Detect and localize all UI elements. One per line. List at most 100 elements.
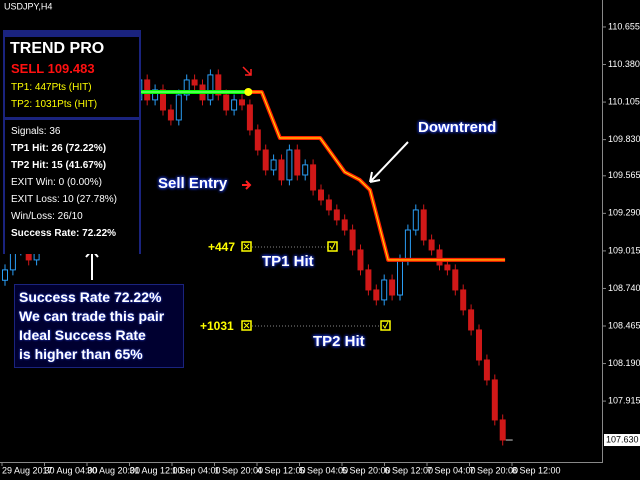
y-tick-label: 108.740	[608, 283, 640, 293]
candle-body	[499, 419, 506, 441]
candle-body	[183, 79, 190, 96]
note-line: We can trade this pair	[19, 308, 165, 324]
x-tick-label: 5 Sep 20:00	[342, 465, 391, 475]
x-tick-label: 29 Aug 2017	[2, 465, 53, 475]
panel-band	[5, 30, 139, 37]
x-tick-label: 1 Sep 04:00	[172, 465, 221, 475]
x-tick-label: 8 Sep 12:00	[512, 465, 561, 475]
panel-stat: EXIT Loss: 10 (27.78%)	[11, 194, 117, 205]
candle-body	[215, 74, 222, 96]
candle-body	[420, 209, 427, 241]
candle-body	[160, 89, 166, 111]
panel-tp2: TP2: 1031Pts (HIT)	[11, 99, 98, 110]
y-tick-label: 108.465	[608, 320, 640, 330]
candle-body	[381, 279, 388, 301]
y-tick-label: 110.380	[608, 59, 640, 69]
x-tick-label: 30 Aug 20:00	[87, 465, 140, 475]
x-tick-label: 7 Sep 20:00	[470, 465, 519, 475]
tp2-hit-label: TP2 Hit	[313, 333, 365, 350]
candle-body	[476, 329, 482, 361]
tp2-points: +1031	[200, 319, 234, 333]
symbol: USDJPY,H4	[4, 1, 52, 11]
y-tick-label: 110.655	[608, 21, 640, 31]
trend-line-core	[248, 91, 506, 261]
sell-arrow	[242, 66, 252, 76]
y-tick-label: 109.015	[608, 245, 640, 255]
candle-body	[262, 149, 269, 171]
note-box: Success Rate 72.22% We can trade this pa…	[14, 284, 184, 368]
candle-body	[428, 239, 435, 251]
y-tick-label: 109.290	[608, 208, 640, 218]
candle-body	[444, 264, 451, 271]
candle-body	[310, 164, 317, 191]
candle-body	[460, 289, 467, 311]
last-price-label: 107.630	[606, 434, 639, 444]
panel-stat: Success Rate: 72.22%	[11, 228, 117, 239]
entry-arrow	[242, 180, 252, 190]
x-tick-label: 31 Aug 12:00	[130, 465, 183, 475]
candle-body	[349, 229, 356, 251]
candle-body	[491, 379, 498, 421]
panel-stat: Signals: 36	[11, 126, 61, 137]
y-tick-label: 107.915	[608, 395, 640, 405]
x-tick-label: 7 Sep 04:00	[427, 465, 476, 475]
candle-body	[389, 279, 396, 296]
candle-body	[365, 269, 372, 291]
y-tick-label: 109.565	[608, 170, 640, 180]
note-line: Success Rate 72.22%	[19, 289, 162, 305]
candle-body	[207, 74, 214, 101]
price-axis-line	[602, 0, 603, 462]
candle-body	[254, 129, 261, 151]
candle-body	[286, 149, 293, 181]
signal-dot	[244, 87, 253, 96]
y-tick-label: 109.830	[608, 134, 640, 144]
panel-stat: TP1 Hit: 26 (72.22%)	[11, 143, 107, 154]
candle-body	[278, 159, 285, 181]
candle-body	[246, 104, 253, 131]
note-arrow	[85, 248, 99, 280]
candle-body	[325, 199, 332, 211]
panel-stat: Win/Loss: 26/10	[11, 211, 83, 222]
panel-band	[5, 117, 139, 120]
tp1-points: +447	[208, 240, 236, 254]
candle-body	[452, 269, 459, 291]
panel-tp1: TP1: 447Pts (HIT)	[11, 82, 92, 93]
candle-body	[373, 289, 380, 301]
panel-stat: EXIT Win: 0 (0.00%)	[11, 177, 102, 188]
panel-signal: SELL 109.483	[11, 61, 95, 76]
tp2-start-marker	[241, 320, 252, 331]
tp1-start-marker	[241, 241, 252, 252]
trend-pro-panel: TREND PRO SELL 109.483 TP1: 447Pts (HIT)…	[3, 30, 141, 254]
tp2-hit-marker	[380, 320, 391, 331]
candle-body	[404, 229, 411, 261]
candle-body	[341, 219, 348, 231]
candle-body	[357, 249, 364, 271]
note-line: is higher than 65%	[19, 346, 143, 362]
candle-body	[239, 99, 245, 106]
tp1-hit-marker	[327, 241, 338, 252]
candle-body	[152, 89, 159, 101]
panel-title: TREND PRO	[10, 40, 105, 57]
note-line: Ideal Success Rate	[19, 327, 146, 343]
candle-body	[231, 99, 238, 111]
x-tick-label: 5 Sep 04:00	[300, 465, 349, 475]
candle-body	[436, 249, 443, 266]
x-tick-label: 4 Sep 12:00	[257, 465, 306, 475]
candle-body	[397, 259, 403, 296]
candle-body	[483, 359, 490, 381]
candle-body	[144, 79, 151, 101]
candle-body	[302, 164, 309, 176]
panel-stat: TP2 Hit: 15 (41.67%)	[11, 160, 107, 171]
candle-body	[333, 209, 340, 221]
tp1-hit-label: TP1 Hit	[262, 253, 314, 270]
last-price-box	[604, 434, 640, 447]
x-tick-label: 1 Sep 20:00	[215, 465, 264, 475]
candle-body	[191, 79, 198, 86]
y-tick-label: 110.105	[608, 96, 640, 106]
candle-body	[412, 209, 419, 231]
candle-body	[468, 309, 475, 331]
candle-body	[167, 109, 174, 121]
candle-body	[270, 159, 277, 171]
